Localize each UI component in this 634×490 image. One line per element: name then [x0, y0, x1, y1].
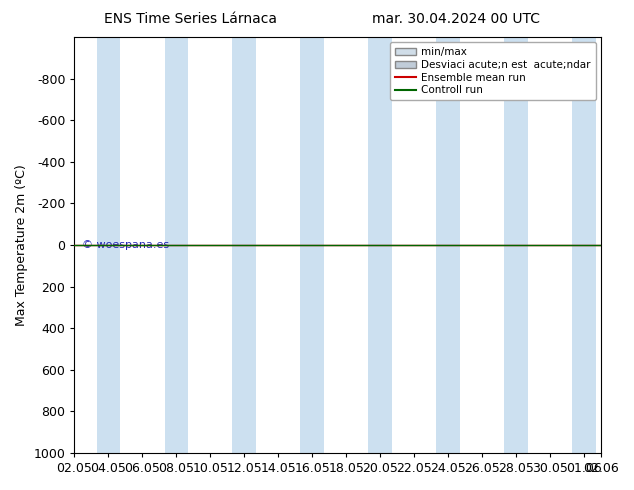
Bar [164, 37, 188, 453]
Bar [436, 37, 460, 453]
Bar [573, 37, 596, 453]
Legend: min/max, Desviaci acute;n est  acute;ndar, Ensemble mean run, Controll run: min/max, Desviaci acute;n est acute;ndar… [390, 42, 596, 100]
Bar [301, 37, 324, 453]
Bar [368, 37, 392, 453]
Bar [233, 37, 256, 453]
Text: mar. 30.04.2024 00 UTC: mar. 30.04.2024 00 UTC [373, 12, 540, 26]
Bar [96, 37, 120, 453]
Text: ENS Time Series Lárnaca: ENS Time Series Lárnaca [104, 12, 276, 26]
Y-axis label: Max Temperature 2m (ºC): Max Temperature 2m (ºC) [15, 164, 28, 326]
Text: © woespana.es: © woespana.es [82, 240, 169, 250]
Bar [504, 37, 528, 453]
